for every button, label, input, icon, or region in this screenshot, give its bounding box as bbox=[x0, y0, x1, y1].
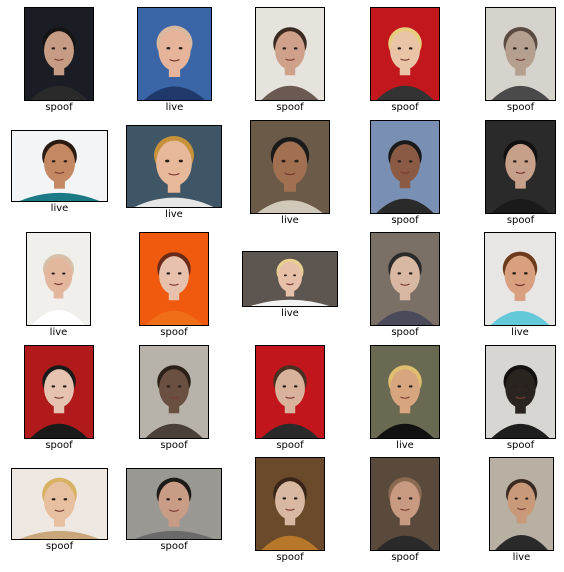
image-label: live bbox=[49, 327, 68, 338]
image-label: live bbox=[165, 209, 183, 220]
face-image bbox=[370, 7, 440, 101]
face-image bbox=[126, 468, 222, 540]
face-image bbox=[370, 345, 440, 439]
face-image bbox=[139, 232, 209, 326]
face-image bbox=[485, 7, 556, 101]
image-label: spoof bbox=[506, 440, 535, 451]
face-image bbox=[485, 120, 556, 214]
face-image bbox=[11, 468, 108, 540]
face-image bbox=[137, 7, 212, 101]
face-image bbox=[242, 251, 338, 307]
image-label: spoof bbox=[391, 215, 419, 226]
image-label: spoof bbox=[45, 440, 73, 451]
face-image bbox=[11, 130, 108, 202]
image-label: live bbox=[396, 440, 414, 451]
face-image bbox=[255, 345, 325, 439]
face-image bbox=[370, 232, 440, 326]
image-label: spoof bbox=[160, 327, 188, 338]
face-image bbox=[255, 457, 325, 551]
image-label: spoof bbox=[276, 102, 304, 113]
image-label: spoof bbox=[45, 541, 74, 552]
image-label: live bbox=[511, 327, 529, 338]
face-image bbox=[484, 232, 556, 326]
face-image bbox=[250, 120, 330, 214]
face-image bbox=[139, 345, 209, 439]
face-image bbox=[370, 120, 440, 214]
face-image bbox=[370, 457, 440, 551]
face-image bbox=[26, 232, 91, 326]
image-label: live bbox=[512, 552, 531, 563]
face-image bbox=[255, 7, 325, 101]
face-image bbox=[485, 345, 556, 439]
face-image bbox=[24, 345, 94, 439]
image-label: spoof bbox=[391, 552, 419, 563]
image-label: spoof bbox=[276, 440, 304, 451]
image-label: spoof bbox=[391, 327, 419, 338]
image-label: live bbox=[281, 215, 299, 226]
image-label: spoof bbox=[276, 552, 304, 563]
image-label: spoof bbox=[45, 102, 73, 113]
image-label: spoof bbox=[506, 215, 535, 226]
image-label: live bbox=[165, 102, 184, 113]
image-label: spoof bbox=[506, 102, 535, 113]
image-label: spoof bbox=[391, 102, 419, 113]
face-image bbox=[24, 7, 94, 101]
face-image bbox=[126, 125, 222, 208]
face-image bbox=[489, 457, 554, 551]
image-label: live bbox=[50, 203, 69, 214]
image-label: spoof bbox=[160, 440, 188, 451]
image-label: spoof bbox=[160, 541, 188, 552]
image-label: live bbox=[281, 308, 299, 319]
